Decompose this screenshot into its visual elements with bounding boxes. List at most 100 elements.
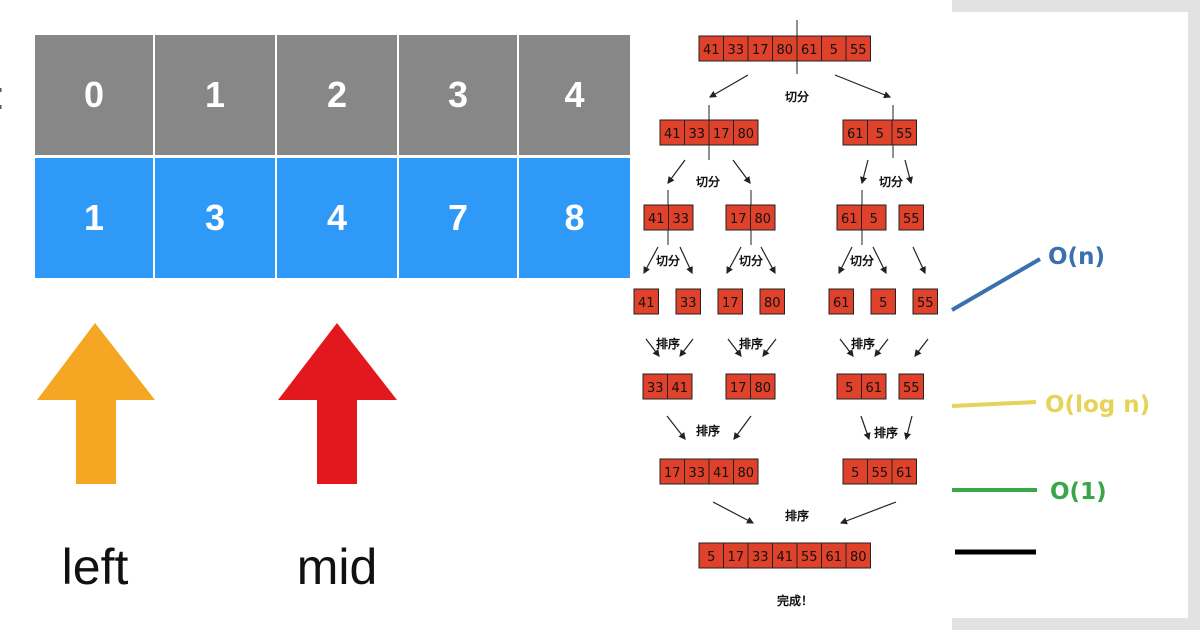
arrow-icon — [708, 74, 749, 98]
merge-cell — [796, 35, 822, 62]
merge-cell-value: 80 — [776, 43, 793, 58]
merge-cell-value: 61 — [896, 466, 913, 481]
merge-cell — [723, 35, 749, 62]
merge-cell-value: 17 — [730, 212, 747, 227]
merge-cell — [633, 288, 659, 315]
arrow-icon — [860, 415, 871, 441]
merge-cell-value: 55 — [850, 43, 867, 58]
merge-cell-value: 80 — [737, 127, 754, 142]
merge-cell-value: 61 — [847, 127, 864, 142]
index-cell: 4 — [519, 35, 630, 155]
merge-cell-value: 61 — [801, 43, 818, 58]
mid-pointer-label: mid — [296, 539, 378, 595]
o-log-n-label: O(log n) — [1045, 392, 1150, 418]
split-label: 切分 — [656, 253, 680, 268]
sort-label: 排序 — [696, 423, 720, 438]
merge-cell-value: 80 — [737, 466, 754, 481]
merge-cell-value: 80 — [850, 550, 867, 565]
merge-cell — [733, 458, 759, 485]
arrow-icon — [834, 74, 892, 99]
merge-cell — [836, 373, 862, 400]
merge-cell-value: 17 — [722, 296, 739, 311]
pointer-arrows — [37, 323, 397, 484]
merge-cell — [750, 373, 776, 400]
merge-cell-value: 17 — [713, 127, 730, 142]
merge-cell-value: 41 — [671, 381, 688, 396]
mid-pointer-arrow-icon — [278, 323, 397, 484]
arrow-icon — [733, 415, 752, 440]
arrow-icon — [872, 246, 887, 275]
merge-cell-value: 5 — [851, 466, 859, 481]
merge-cell-value: 5 — [830, 43, 838, 58]
merge-cell — [723, 542, 749, 569]
merge-cell — [675, 288, 701, 315]
arrow-icon — [727, 338, 742, 357]
merge-cell-value: 61 — [841, 212, 858, 227]
merge-cell — [659, 119, 685, 146]
index-cell: 0 — [35, 35, 153, 155]
arrow-icon — [732, 159, 751, 184]
merge-cell-value: 17 — [752, 43, 769, 58]
merge-cell — [842, 458, 868, 485]
index-cell: 3 — [399, 35, 517, 155]
merge-cell — [659, 458, 685, 485]
merge-cell-value: 61 — [865, 381, 882, 396]
value-cell: 1 — [35, 158, 153, 278]
arrow-icon — [838, 246, 853, 275]
merge-cell-value: 17 — [727, 550, 744, 565]
merge-cell-value: 33 — [672, 212, 689, 227]
merge-cell — [759, 288, 785, 315]
sort-label: 排序 — [851, 336, 875, 351]
arrow-icon — [914, 338, 929, 357]
merge-cell-value: 41 — [713, 466, 730, 481]
arrow-icon — [726, 246, 742, 275]
merge-cell-value: 55 — [871, 466, 888, 481]
merge-cell-value: 61 — [833, 296, 850, 311]
split-label: 切分 — [879, 174, 903, 189]
merge-cell-value: 80 — [754, 212, 771, 227]
merge-cell — [821, 35, 847, 62]
arrow-icon — [666, 415, 686, 440]
arrow-icon — [679, 246, 693, 275]
value-cell: 3 — [155, 158, 275, 278]
merge-cell-value: 5 — [845, 381, 853, 396]
merge-cell-value: 17 — [730, 381, 747, 396]
merge-cell — [717, 288, 743, 315]
merge-cell — [750, 204, 776, 231]
merge-cell-value: 33 — [680, 296, 697, 311]
merge-cell — [912, 288, 938, 315]
merge-cell — [684, 458, 710, 485]
merge-cell-value: 5 — [870, 212, 878, 227]
merge-cell-value: 33 — [688, 127, 705, 142]
merge-cell-value: 55 — [903, 212, 920, 227]
merge-cell — [796, 542, 822, 569]
merge-cell — [845, 35, 871, 62]
sort-label: 排序 — [739, 336, 763, 351]
o-n-label: O(n) — [1048, 244, 1105, 270]
merge-cell-value: 33 — [688, 466, 705, 481]
split-label: 切分 — [850, 253, 874, 268]
merge-cell — [667, 373, 693, 400]
value-cell: 7 — [399, 158, 517, 278]
merge-cell-value: 33 — [727, 43, 744, 58]
arrow-icon — [679, 338, 694, 357]
split-label: 切分 — [739, 253, 763, 268]
arrow-icon — [860, 159, 869, 185]
merge-cell — [861, 373, 887, 400]
merge-cell-value: 41 — [648, 212, 665, 227]
merge-cell-value: 41 — [638, 296, 655, 311]
index-label-fragment: : — [0, 74, 5, 119]
merge-cell — [898, 204, 924, 231]
o-n-line — [950, 257, 1042, 312]
merge-cell-value: 5 — [876, 127, 884, 142]
merge-cell — [891, 458, 917, 485]
merge-cell — [733, 119, 759, 146]
arrow-icon — [904, 415, 913, 441]
merge-cell-value: 55 — [801, 550, 818, 565]
arrow-icon — [643, 246, 659, 275]
merge-cell — [867, 119, 893, 146]
merge-cell — [643, 204, 669, 231]
merge-cell — [747, 542, 773, 569]
merge-cell — [668, 204, 694, 231]
